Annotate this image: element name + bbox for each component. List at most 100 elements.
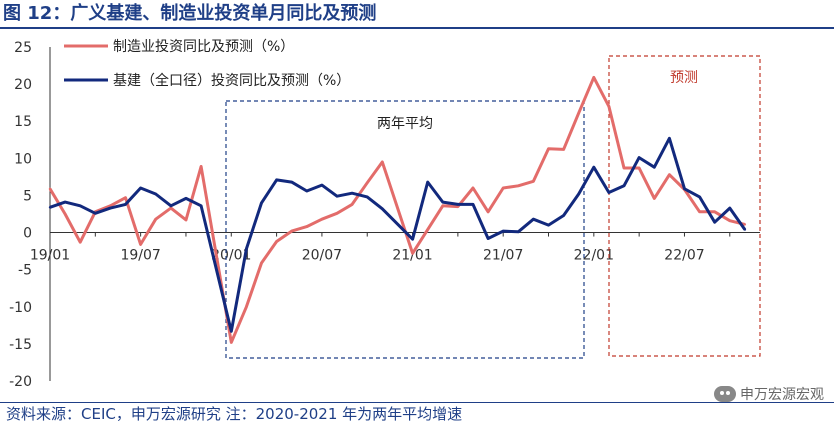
data-point-1 <box>653 166 656 169</box>
data-point-0 <box>592 76 596 79</box>
data-point-0 <box>199 165 203 168</box>
legend: 制造业投资同比及预测（%） 基建（全口径）投资同比及预测（%） <box>64 39 350 89</box>
data-point-0 <box>124 196 127 199</box>
data-point-1 <box>441 200 444 204</box>
x-tick-label: 20/07 <box>302 248 342 264</box>
data-point-1 <box>260 201 263 205</box>
data-point-0 <box>441 204 444 208</box>
forecast-box <box>608 55 761 357</box>
data-point-1 <box>199 204 203 208</box>
data-point-0 <box>366 181 369 185</box>
data-point-1 <box>698 195 701 199</box>
data-point-1 <box>456 203 460 206</box>
title-rule <box>0 27 834 29</box>
y-tick-label: -20 <box>9 374 32 390</box>
data-point-0 <box>713 210 716 213</box>
y-tick-label: 15 <box>14 114 32 130</box>
watermark: 申万宏源宏观 <box>714 384 824 404</box>
data-point-0 <box>48 187 52 190</box>
data-point-0 <box>335 212 339 215</box>
data-point-0 <box>184 218 188 222</box>
data-point-1 <box>622 184 626 187</box>
data-point-1 <box>94 212 97 215</box>
data-point-0 <box>562 148 565 151</box>
data-point-0 <box>260 261 263 265</box>
x-tick-label: 22/07 <box>664 248 704 264</box>
data-point-1 <box>230 330 233 333</box>
data-point-0 <box>275 240 278 243</box>
data-point-1 <box>668 137 671 140</box>
watermark-text: 申万宏源宏观 <box>740 387 824 403</box>
x-tick-label: 21/07 <box>483 248 523 264</box>
data-point-1 <box>154 192 157 196</box>
data-point-1 <box>139 186 142 190</box>
data-point-0 <box>381 160 384 164</box>
y-tick-label: 5 <box>23 188 32 204</box>
bottom-rule <box>0 402 834 403</box>
x-tick-label: 21/01 <box>392 248 432 264</box>
data-point-1 <box>109 206 112 210</box>
data-point-0 <box>622 166 626 170</box>
data-point-0 <box>532 180 535 183</box>
data-point-1 <box>517 230 520 234</box>
data-point-1 <box>728 206 731 210</box>
data-point-0 <box>517 184 520 187</box>
legend-label-manufacturing: 制造业投资同比及预测（%） <box>113 39 294 55</box>
y-tick-label: -5 <box>18 263 32 279</box>
data-point-1 <box>124 203 127 206</box>
data-point-0 <box>456 205 460 208</box>
data-point-1 <box>486 237 490 240</box>
data-point-1 <box>366 195 369 199</box>
data-point-1 <box>592 166 596 169</box>
legend-label-infrastructure: 基建（全口径）投资同比及预测（%） <box>113 72 350 89</box>
data-point-0 <box>426 228 429 231</box>
data-point-1 <box>743 228 747 231</box>
x-tick-label: 22/01 <box>574 248 614 264</box>
data-point-1 <box>562 214 565 217</box>
forecast-label: 预测 <box>670 70 698 86</box>
data-point-0 <box>79 241 82 244</box>
data-point-0 <box>63 212 67 216</box>
source-note: 资料来源：CEIC，申万宏源研究 注：2020-2021 年为两年平均增速 <box>6 405 463 423</box>
data-point-1 <box>381 207 384 211</box>
x-tick-label: 19/01 <box>30 248 70 264</box>
y-tick-label: 0 <box>23 226 32 242</box>
data-point-1 <box>350 192 354 195</box>
data-point-0 <box>653 197 656 200</box>
data-point-1 <box>501 229 505 233</box>
data-point-1 <box>683 187 686 190</box>
data-point-1 <box>637 156 641 159</box>
x-tick-label: 19/07 <box>120 248 160 264</box>
data-point-1 <box>607 191 611 194</box>
wechat-icon <box>714 386 736 402</box>
data-point-0 <box>637 166 641 170</box>
data-point-0 <box>154 217 157 221</box>
data-point-0 <box>607 105 611 108</box>
data-point-1 <box>184 197 188 200</box>
data-point-1 <box>547 223 550 227</box>
x-axis: 19/01 19/07 20/01 20/07 21/01 21/07 22/01 22/07 <box>30 232 760 264</box>
data-point-0 <box>411 252 414 255</box>
data-point-1 <box>245 247 248 251</box>
data-point-0 <box>668 173 671 176</box>
data-point-1 <box>532 217 535 221</box>
data-point-1 <box>63 200 67 204</box>
y-tick-label: -10 <box>9 300 32 316</box>
two-year-average-box <box>225 100 585 359</box>
data-point-1 <box>290 180 293 184</box>
data-point-0 <box>547 147 550 150</box>
data-point-0 <box>230 341 233 344</box>
y-tick-label: -15 <box>9 337 32 353</box>
data-point-0 <box>305 225 309 228</box>
data-point-0 <box>290 229 293 233</box>
data-point-0 <box>350 203 354 206</box>
y-tick-label: 20 <box>14 77 32 93</box>
data-point-0 <box>728 219 731 222</box>
data-point-0 <box>743 223 747 226</box>
data-point-1 <box>411 238 414 241</box>
data-point-1 <box>335 194 339 198</box>
two-year-average-label: 两年平均 <box>377 116 433 132</box>
x-tick-label: 20/01 <box>211 248 251 264</box>
data-point-0 <box>501 186 505 190</box>
